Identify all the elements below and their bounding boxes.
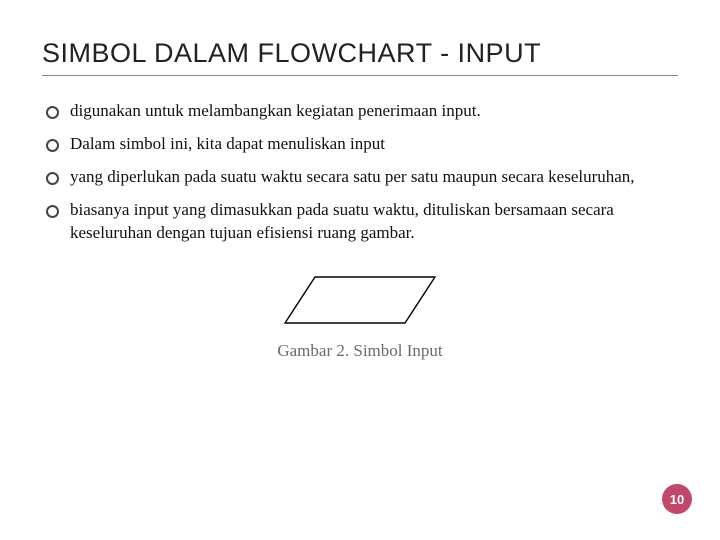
slide-title: SIMBOL DALAM FLOWCHART - INPUT bbox=[42, 38, 678, 69]
figure: Gambar 2. Simbol Input bbox=[42, 269, 678, 361]
list-item: Dalam simbol ini, kita dapat menuliskan … bbox=[44, 133, 678, 156]
list-item: biasanya input yang dimasukkan pada suat… bbox=[44, 199, 678, 245]
list-item: digunakan untuk melambangkan kegiatan pe… bbox=[44, 100, 678, 123]
figure-caption: Gambar 2. Simbol Input bbox=[42, 341, 678, 361]
bullet-list: digunakan untuk melambangkan kegiatan pe… bbox=[42, 100, 678, 245]
page-number-badge: 10 bbox=[662, 484, 692, 514]
title-underline bbox=[42, 75, 678, 76]
slide: SIMBOL DALAM FLOWCHART - INPUT digunakan… bbox=[0, 0, 720, 540]
parallelogram-shape bbox=[285, 277, 435, 323]
parallelogram-icon bbox=[275, 269, 445, 331]
list-item: yang diperlukan pada suatu waktu secara … bbox=[44, 166, 678, 189]
